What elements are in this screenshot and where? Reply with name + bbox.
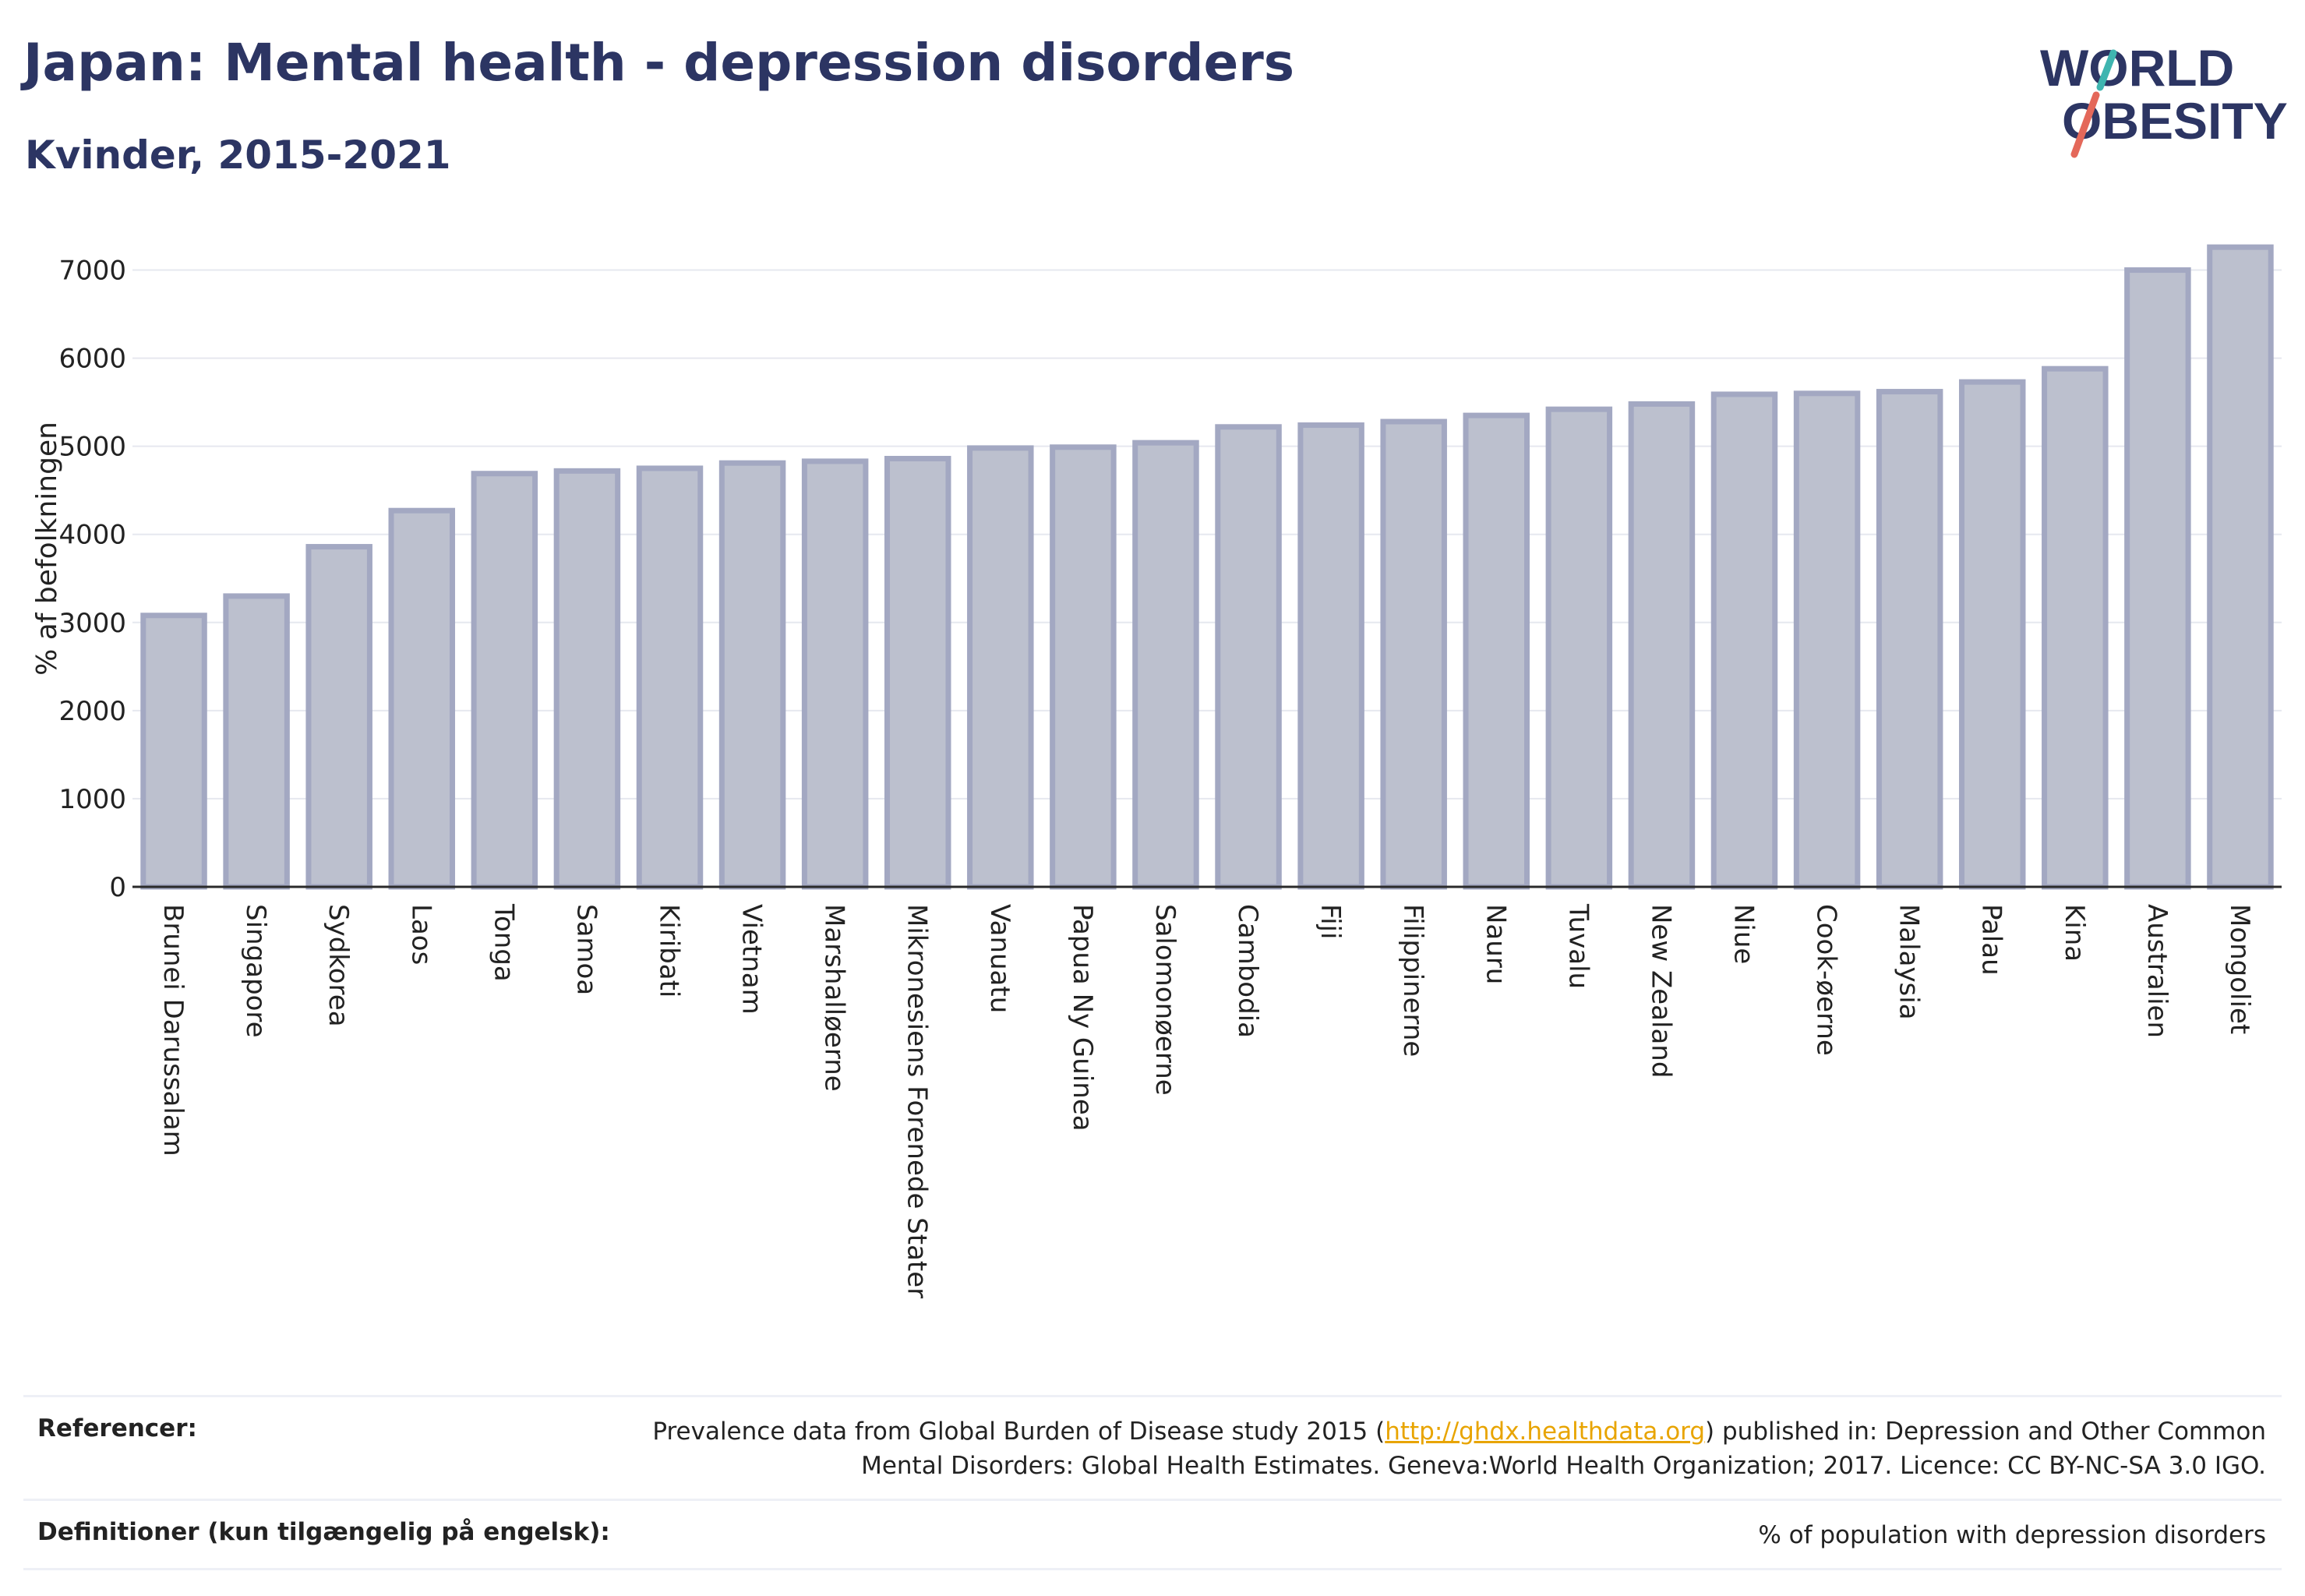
bar[interactable] — [884, 455, 951, 890]
bar[interactable] — [718, 460, 786, 890]
x-tick-label: Marshalløerne — [819, 904, 850, 1092]
bar[interactable] — [636, 465, 704, 890]
bar[interactable] — [1876, 389, 1943, 890]
x-axis-labels: Brunei Darussalam Singapore Sydkorea Laos To… — [157, 903, 2255, 1298]
y-axis-label: % af befolkningen — [31, 422, 63, 676]
y-tick-label: 1000 — [58, 784, 126, 815]
x-tick-label: Fiji — [1315, 904, 1346, 939]
bar[interactable] — [471, 471, 538, 890]
x-tick-label: Brunei Darussalam — [157, 904, 189, 1156]
bar[interactable] — [140, 613, 207, 890]
y-tick-label: 2000 — [58, 696, 126, 727]
bar[interactable] — [1710, 391, 1778, 890]
logo-slash-red — [2070, 91, 2100, 158]
bar[interactable] — [223, 593, 290, 890]
x-tick-label: Kina — [2059, 904, 2090, 962]
definitions-row: Definitioner (kun tilgængelig på engelsk… — [23, 1499, 2282, 1570]
definitions-label: Definitioner (kun tilgængelig på engelsk… — [37, 1518, 610, 1546]
y-tick-label: 0 — [109, 872, 126, 903]
y-tick-label: 4000 — [58, 520, 126, 551]
bar[interactable] — [2124, 267, 2191, 890]
bar[interactable] — [305, 544, 372, 890]
bar[interactable] — [553, 468, 621, 890]
bar[interactable] — [1463, 412, 1530, 890]
bar[interactable] — [388, 507, 456, 890]
x-tick-label: Vietnam — [736, 904, 768, 1015]
page-subtitle: Kvinder, 2015-2021 — [25, 132, 451, 178]
x-tick-label: Papua Ny Guinea — [1067, 904, 1098, 1132]
bar[interactable] — [967, 445, 1034, 890]
bar[interactable] — [801, 458, 869, 890]
x-tick-label: Niue — [1728, 904, 1760, 964]
y-tick-label: 5000 — [58, 432, 126, 463]
bar[interactable] — [1297, 422, 1364, 890]
bar[interactable] — [1380, 418, 1447, 890]
page-title: Japan: Mental health - depression disord… — [23, 33, 1295, 93]
references-label: Referencer: — [37, 1414, 197, 1442]
x-tick-label: Nauru — [1480, 904, 1511, 984]
x-tick-label: Singapore — [240, 904, 271, 1038]
logo-text-world: WORLD — [2040, 39, 2234, 97]
logo-text-obesity: OBESITY — [2062, 92, 2288, 150]
references-row: Referencer: Prevalence data from Global … — [23, 1395, 2282, 1499]
bars — [140, 244, 2274, 890]
x-tick-label: Filippinerne — [1397, 904, 1428, 1057]
x-tick-label: Samoa — [570, 904, 602, 995]
bar[interactable] — [1132, 440, 1199, 890]
bar-chart: 0 1000 2000 3000 4000 5000 6000 7000 Brunei Dar… — [31, 244, 2282, 1298]
references-text-end: ) published in: Depression and Other Com… — [1705, 1418, 2266, 1446]
bar[interactable] — [2207, 244, 2274, 890]
y-axis-ticks: 0 1000 2000 3000 4000 5000 6000 7000 — [58, 256, 126, 903]
x-tick-label: Malaysia — [1894, 904, 1925, 1020]
x-tick-label: Tuvalu — [1562, 903, 1594, 989]
x-tick-label: Mongoliet — [2224, 904, 2255, 1034]
x-tick-label: Tonga — [488, 903, 519, 982]
bar[interactable] — [1958, 379, 2026, 890]
x-tick-label: Cambodia — [1232, 904, 1263, 1038]
bar[interactable] — [1215, 424, 1282, 890]
references-text-start: Prevalence data from Global Burden of Di… — [652, 1418, 1385, 1446]
x-tick-label: Palau — [1976, 904, 2007, 976]
references-link[interactable]: http://ghdx.healthdata.org — [1385, 1418, 1706, 1446]
bar[interactable] — [1793, 390, 1861, 890]
x-tick-label: Mikronesiens Forenede Stater — [902, 904, 933, 1298]
bar[interactable] — [1628, 401, 1696, 890]
y-tick-label: 3000 — [58, 608, 126, 639]
x-tick-label: Kiribati — [654, 904, 685, 998]
x-tick-label: Cook-øerne — [1811, 904, 1842, 1056]
bar[interactable] — [1050, 444, 1117, 890]
y-tick-label: 6000 — [58, 344, 126, 375]
x-tick-label: Sydkorea — [323, 904, 354, 1027]
references-table: Referencer: Prevalence data from Global … — [23, 1395, 2282, 1570]
world-obesity-logo: WORLD OBESITY — [2040, 39, 2288, 158]
x-tick-label: Vanuatu — [984, 904, 1015, 1013]
definitions-text: % of population with depression disorder… — [1758, 1521, 2266, 1549]
y-tick-label: 7000 — [58, 256, 126, 287]
bar[interactable] — [2042, 365, 2109, 890]
x-tick-label: Laos — [405, 904, 436, 965]
references-text-line2: Mental Disorders: Global Health Estimate… — [861, 1452, 2266, 1480]
x-tick-label: Salomonøerne — [1149, 904, 1181, 1096]
x-tick-label: New Zealand — [1645, 904, 1676, 1078]
bar[interactable] — [1545, 406, 1613, 890]
references-text: Prevalence data from Global Burden of Di… — [652, 1414, 2266, 1483]
x-tick-label: Australien — [2141, 904, 2173, 1038]
logo-slash-teal — [2096, 49, 2117, 91]
